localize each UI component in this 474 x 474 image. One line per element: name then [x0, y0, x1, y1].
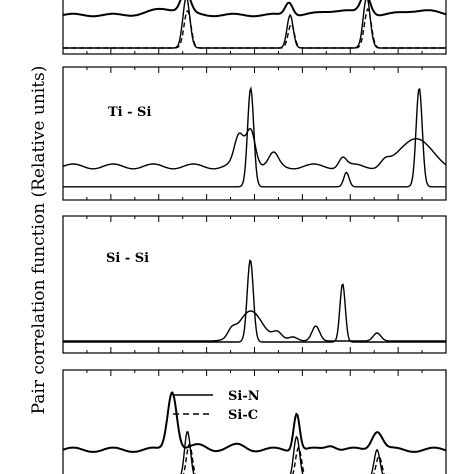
series-line [63, 85, 446, 188]
series-line [63, 8, 446, 49]
series-line [63, 310, 446, 342]
series-line [63, 259, 446, 343]
panel-ti-si: Ti - Si [62, 66, 447, 201]
series-line [62, 391, 447, 453]
series-line [182, 443, 385, 474]
panels-group: Ti - Si Si - Si Si-N Si-C [62, 0, 447, 474]
series-line [63, 0, 446, 49]
series-line [62, 127, 447, 170]
panel-label: Si - Si [106, 251, 149, 266]
panel-si-n-si-c [62, 369, 447, 474]
series-line [62, 0, 447, 18]
series-line [180, 431, 384, 474]
legend-label: Si-C [228, 408, 258, 423]
legend-label: Si-N [228, 389, 260, 404]
panel-frame [62, 0, 447, 55]
legend: Si-N Si-C [173, 389, 260, 423]
panel-si-si: Si - Si [62, 215, 447, 354]
panel-frame [62, 215, 447, 354]
y-axis-label: Pair correlation function (Relative unit… [29, 66, 49, 415]
panel-label: Ti - Si [108, 105, 151, 120]
panel-top [62, 0, 447, 55]
